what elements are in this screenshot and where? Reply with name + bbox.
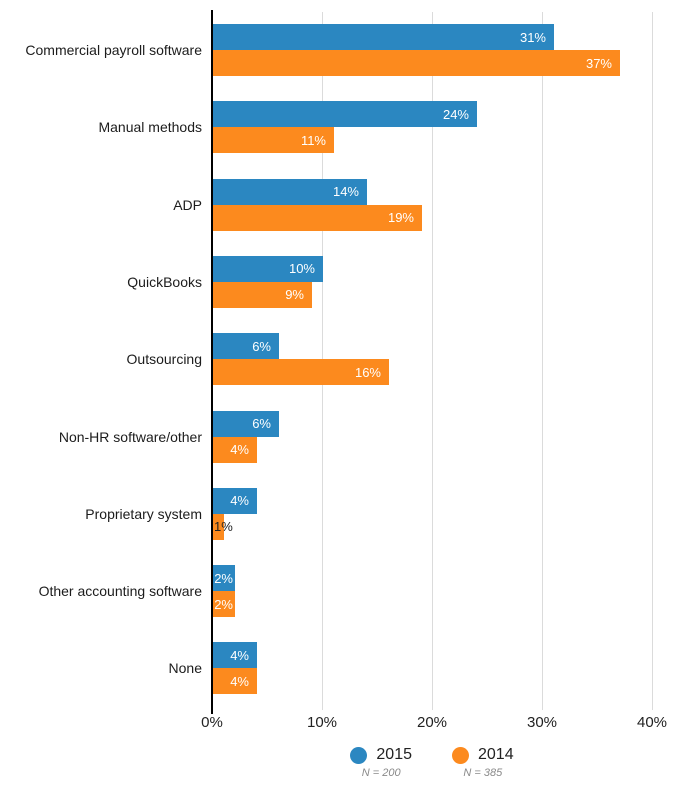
- value-label: 4%: [230, 442, 249, 457]
- category-label: None: [168, 660, 202, 677]
- x-axis-tick-label: 10%: [306, 714, 338, 731]
- bar-2015-5: 6%: [213, 410, 279, 437]
- value-label: 4%: [230, 647, 249, 663]
- y-axis-line: [211, 10, 213, 714]
- legend: 2015 N = 200 2014 N = 385: [212, 746, 652, 779]
- value-label: 19%: [387, 210, 414, 226]
- bar-2014-5: 4%: [213, 436, 257, 463]
- bar-2014-1: 11%: [213, 127, 334, 154]
- bar-2015-0: 31%: [213, 24, 554, 50]
- legend-sample-size: N = 200: [361, 767, 401, 779]
- plot-area: 31% 37% 24% 11% 14% 19% 10% 9% 6% 16% 6% 4% 4% 1% 2% 2%…: [212, 12, 653, 710]
- bar-2014-6: 1%: [213, 513, 233, 540]
- value-label: 9%: [285, 287, 304, 303]
- bar-2015-3: 10%: [213, 255, 323, 282]
- bar-2014-0: 37%: [213, 50, 620, 76]
- bar-2015-8: 4%: [213, 642, 257, 669]
- x-axis-tick-label: 0%: [201, 714, 223, 731]
- category-label: Commercial payroll software: [25, 42, 202, 58]
- x-axis-tick-label: 30%: [526, 714, 558, 731]
- value-label: 11%: [300, 132, 326, 148]
- legend-label: 2015: [376, 746, 412, 763]
- category-label: Outsourcing: [126, 351, 202, 368]
- category-label: Non-HR software/other: [58, 428, 202, 445]
- value-label: 6%: [252, 338, 271, 354]
- legend-marker-icon: [350, 746, 368, 764]
- legend-marker-icon: [452, 746, 469, 764]
- value-label: 31%: [519, 29, 546, 45]
- legend-item-2014: 2014 N = 385: [452, 746, 514, 779]
- category-label: Manual methods: [98, 119, 202, 136]
- bar-2015-6: 4%: [213, 487, 257, 514]
- value-label: 4%: [230, 493, 249, 509]
- category-label: QuickBooks: [127, 273, 202, 290]
- value-label: 4%: [230, 673, 249, 689]
- category-label: Proprietary system: [85, 505, 202, 522]
- value-label: 16%: [354, 364, 381, 380]
- x-axis-tick-label: 20%: [416, 714, 448, 731]
- value-label: 37%: [585, 55, 612, 71]
- bar-2015-7: 2%: [213, 565, 235, 592]
- legend-item-row: 2014: [452, 746, 514, 764]
- category-label: Other accounting software: [38, 583, 202, 600]
- value-label: 2%: [214, 596, 233, 612]
- x-axis-tick-label: 40%: [636, 714, 668, 731]
- value-label: 1%: [214, 519, 233, 535]
- value-label: 2%: [214, 570, 233, 586]
- gridline: [432, 12, 433, 710]
- bar-2014-4: 16%: [213, 359, 389, 386]
- gridline: [542, 12, 543, 710]
- bar-2015-2: 14%: [213, 178, 367, 205]
- bar-2014-7: 2%: [213, 591, 235, 618]
- bar-2015-4: 6%: [213, 333, 279, 360]
- value-label: 14%: [332, 184, 359, 200]
- bar-2014-8: 4%: [213, 668, 257, 695]
- legend-item-row: 2015: [350, 746, 412, 764]
- category-label: ADP: [173, 196, 202, 213]
- legend-sample-size: N = 385: [463, 767, 503, 779]
- bar-2015-1: 24%: [213, 101, 477, 128]
- gridline: [652, 12, 653, 710]
- legend-label: 2014: [478, 746, 514, 763]
- bar-2014-3: 9%: [213, 281, 312, 308]
- value-label: 24%: [442, 106, 469, 122]
- value-label: 6%: [252, 416, 271, 431]
- value-label: 10%: [288, 261, 315, 277]
- legend-item-2015: 2015 N = 200: [350, 746, 412, 779]
- bar-2014-2: 19%: [213, 204, 422, 231]
